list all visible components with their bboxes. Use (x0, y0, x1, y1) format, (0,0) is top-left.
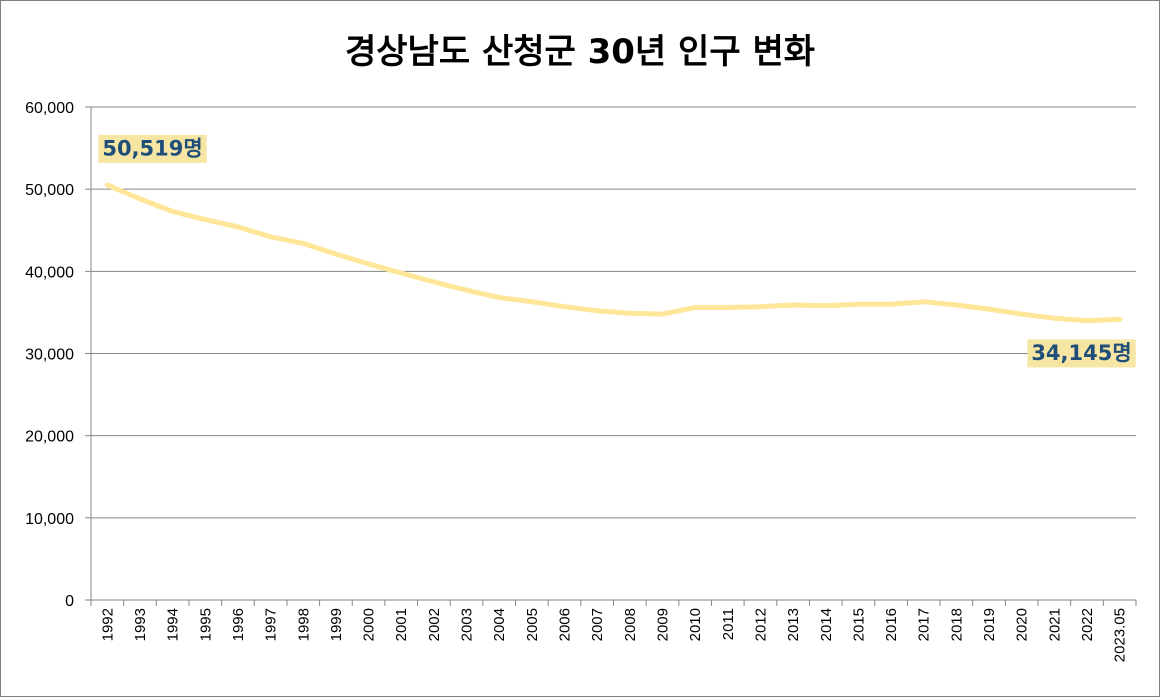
data-label-text: 50,519명 (102, 137, 202, 161)
y-tick-label: 30,000 (25, 347, 74, 364)
x-tick-label: 2015 (850, 608, 867, 641)
x-tick-label: 1995 (197, 608, 214, 641)
y-tick-label: 40,000 (25, 264, 74, 281)
x-tick-label: 1994 (165, 608, 182, 641)
x-tick-label: 2022 (1079, 608, 1096, 641)
x-tick-label: 1996 (230, 608, 247, 641)
x-tick-label: 2014 (818, 608, 835, 641)
x-tick-label: 2006 (557, 608, 574, 641)
y-tick-label: 10,000 (25, 511, 74, 528)
x-tick-label: 2023.05 (1112, 608, 1129, 662)
x-tick-label: 2008 (622, 608, 639, 641)
x-tick-label: 2018 (948, 608, 965, 641)
y-tick-label: 0 (65, 593, 74, 610)
y-tick-label: 20,000 (25, 429, 74, 446)
series-line (104, 182, 1123, 324)
x-tick-label: 2019 (981, 608, 998, 641)
data-label-text: 34,145명 (1031, 341, 1131, 365)
axes (85, 106, 1137, 606)
x-tick-label: 2021 (1046, 608, 1063, 641)
x-tick-label: 1992 (99, 608, 116, 641)
x-tick-label: 2012 (752, 608, 769, 641)
x-tick-label: 2009 (654, 608, 671, 641)
x-tick-label: 2020 (1014, 608, 1031, 641)
x-axis-tick-labels: 1992 1993 1994 1995 1996 1997 1998 1999 2000 2001… (99, 608, 1128, 662)
x-tick-label: 2010 (687, 608, 704, 641)
data-labels: 50,519명 34,145명 (98, 134, 1136, 368)
y-axis-tick-labels: 0 10,000 20,000 30,000 40,000 50,000 60,000 (25, 100, 74, 610)
x-tick-label: 2005 (524, 608, 541, 641)
data-label-background (98, 134, 207, 163)
chart-title: 경상남도 산청군 30년 인구 변화 (344, 32, 816, 72)
x-tick-label: 2016 (883, 608, 900, 641)
x-tick-label: 2007 (589, 608, 606, 641)
x-tick-label: 2011 (720, 608, 737, 640)
x-tick-label: 2013 (785, 608, 802, 641)
gridlines (91, 106, 1136, 519)
data-label: 50,519명 (98, 134, 207, 163)
y-tick-label: 50,000 (25, 182, 74, 199)
series-lines (104, 182, 1123, 324)
x-tick-label: 1998 (295, 608, 312, 641)
x-tick-label: 2002 (426, 608, 443, 641)
x-tick-label: 2001 (393, 608, 410, 641)
data-label-background (1027, 339, 1136, 368)
x-tick-label: 2000 (361, 608, 378, 641)
x-tick-label: 1997 (263, 608, 280, 641)
x-tick-label: 2004 (491, 608, 508, 641)
y-tick-label: 60,000 (25, 100, 74, 117)
data-label: 34,145명 (1027, 339, 1136, 368)
x-tick-label: 1993 (132, 608, 149, 641)
x-tick-label: 1999 (328, 608, 345, 641)
x-tick-label: 2017 (916, 608, 933, 641)
x-tick-label: 2003 (459, 608, 476, 641)
